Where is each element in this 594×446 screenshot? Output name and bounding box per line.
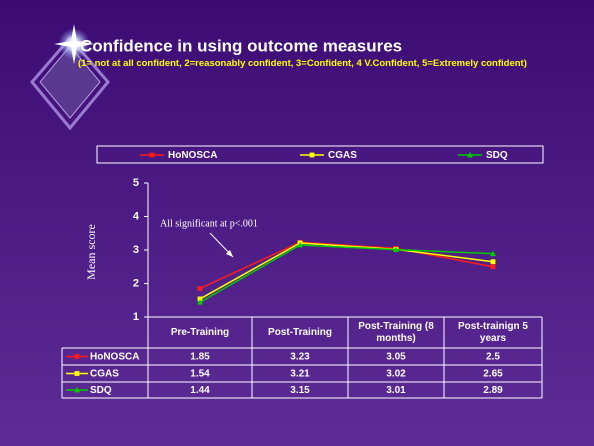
x-category-label-box: Pre-Training: [148, 317, 252, 348]
legend-swatch: [150, 153, 155, 158]
subtitle-box: (1= not at all confident, 2=reasonably c…: [78, 58, 568, 92]
page: {"chart_data": {"type": "line", "title":…: [0, 0, 594, 446]
table-row-label: HoNOSCA: [90, 352, 139, 363]
slide: Confidence in using outcome measures (1=…: [0, 0, 594, 446]
legend-swatch: [310, 153, 315, 158]
x-category-label: Pre-Training: [148, 317, 252, 348]
data-point: [198, 286, 203, 291]
y-tick-label: 2: [133, 277, 139, 289]
table-value: 3.05: [386, 352, 406, 363]
table-value: 2.89: [483, 385, 503, 396]
y-tick-label: 3: [133, 244, 139, 256]
chart-title: Confidence in using outcome measures: [80, 36, 402, 55]
table-value: 3.01: [386, 385, 406, 396]
y-axis-label: Mean score: [84, 224, 98, 280]
table-value: 1.54: [190, 369, 210, 380]
table-value: 3.02: [386, 369, 406, 380]
table-value: 1.44: [190, 385, 210, 396]
data-point: [491, 264, 496, 269]
legend-label: HoNOSCA: [168, 150, 217, 161]
x-category-label-box: Post-trainign 5 years: [444, 317, 542, 348]
legend-label: CGAS: [328, 150, 357, 161]
table-value: 2.5: [486, 352, 500, 363]
table-value: 3.23: [290, 352, 310, 363]
table-value: 3.21: [290, 369, 310, 380]
y-tick-label: 1: [133, 311, 139, 323]
x-category-label-box: Post-Training (8 months): [348, 317, 444, 348]
data-point: [491, 259, 496, 264]
table-row-label: CGAS: [90, 369, 119, 380]
x-category-label-box: Post-Training: [252, 317, 348, 348]
y-tick-label: 4: [133, 210, 140, 222]
table-value: 1.85: [190, 352, 210, 363]
x-category-label: Post-trainign 5 years: [444, 317, 542, 348]
legend-label: SDQ: [486, 150, 508, 161]
table-swatch: [75, 371, 80, 376]
table-row-label: SDQ: [90, 385, 112, 396]
table-value: 3.15: [290, 385, 310, 396]
annotation: All significant at p<.001: [160, 218, 258, 229]
x-category-label: Post-Training (8 months): [348, 317, 444, 348]
y-tick-label: 5: [133, 177, 139, 189]
table-value: 2.65: [483, 369, 503, 380]
chart-subtitle: (1= not at all confident, 2=reasonably c…: [78, 58, 568, 70]
x-category-label: Post-Training: [252, 317, 348, 348]
table-swatch: [75, 354, 80, 359]
